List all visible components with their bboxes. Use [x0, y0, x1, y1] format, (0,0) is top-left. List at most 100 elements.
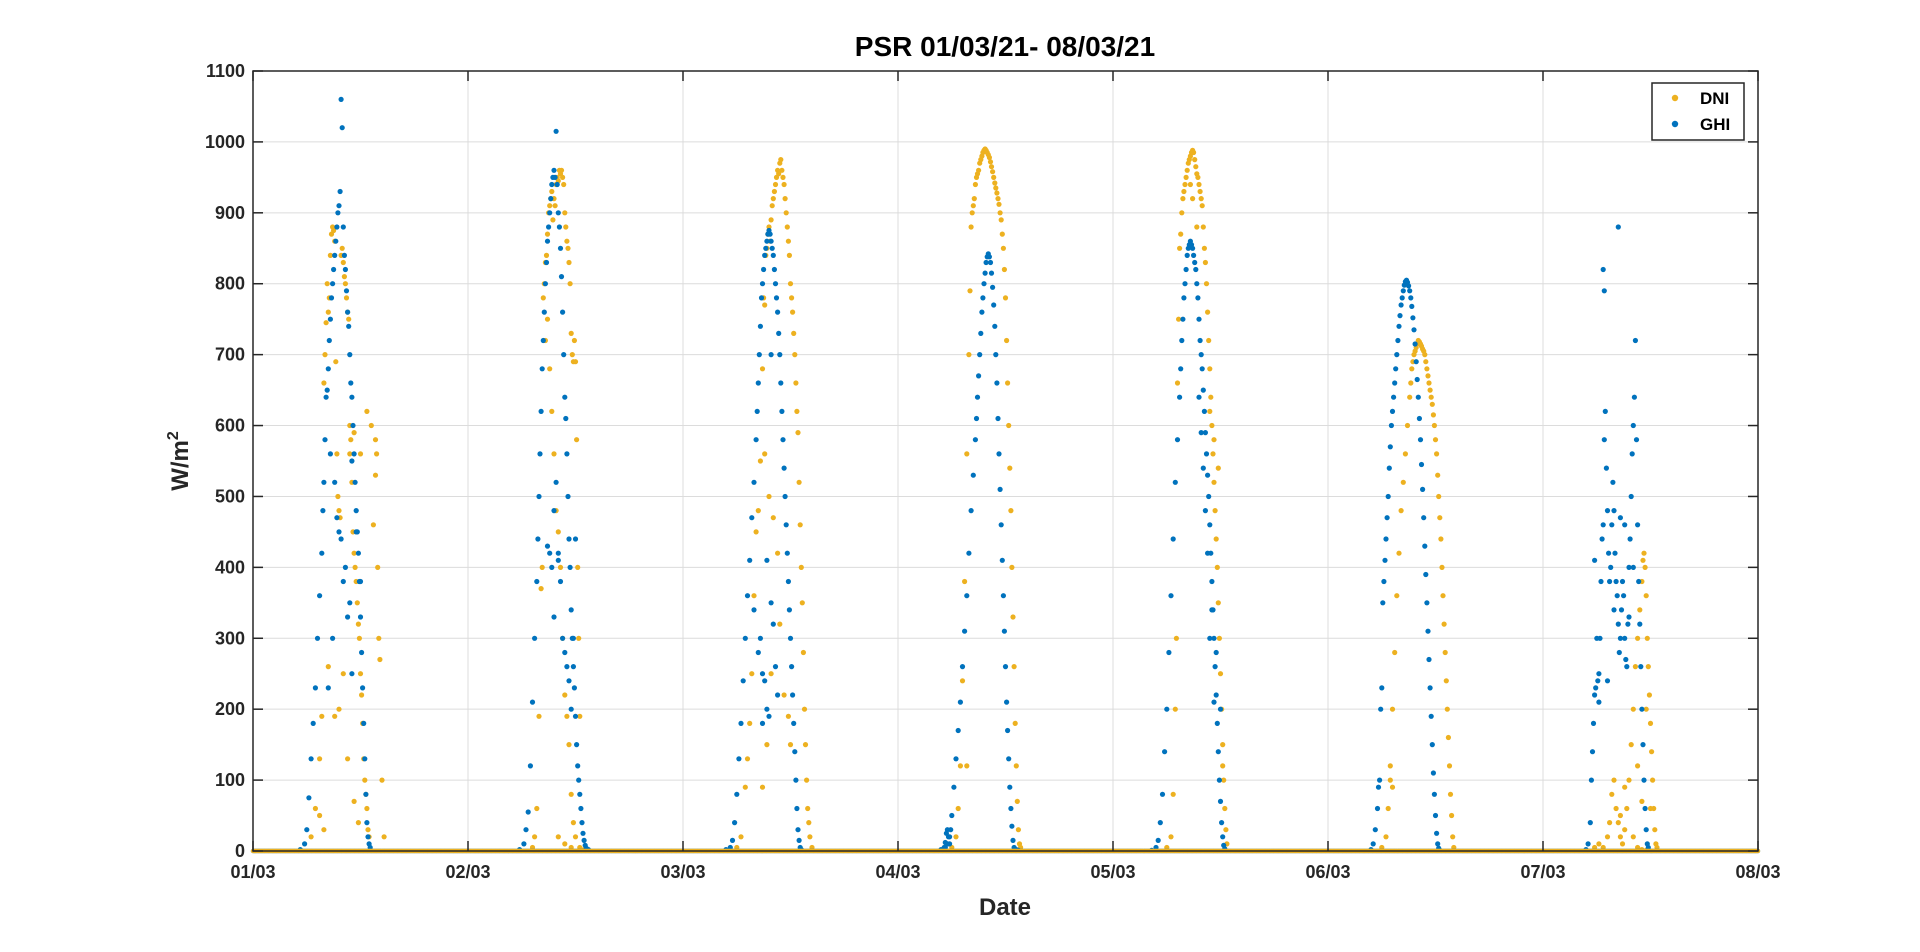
- data-point-ghi-66: [325, 685, 331, 691]
- data-point-ghi-96: [554, 181, 560, 188]
- data-point-ghi-405: [1590, 720, 1597, 727]
- data-point-ghi-177: [778, 380, 784, 386]
- data-point-ghi-146: [736, 756, 742, 762]
- data-point-dni-24: [342, 281, 348, 287]
- data-point-ghi-421: [1608, 564, 1614, 571]
- data-point-ghi-278: [1162, 749, 1168, 755]
- data-point-ghi-86: [543, 259, 550, 266]
- data-point-ghi-135: [566, 678, 572, 684]
- data-point-ghi-383: [1420, 486, 1426, 492]
- data-point-dni-342: [1423, 359, 1429, 365]
- data-point-dni-277: [1192, 157, 1198, 163]
- data-point-ghi-290: [1182, 281, 1188, 287]
- data-point-ghi-57: [336, 529, 342, 535]
- data-point-ghi-179: [780, 437, 786, 443]
- data-point-dni-48: [332, 713, 338, 719]
- data-point-ghi-224: [966, 550, 972, 556]
- data-point-ghi-389: [1426, 656, 1432, 663]
- data-point-ghi-81: [538, 408, 544, 414]
- data-point-ghi-55: [327, 451, 333, 457]
- data-point-ghi-25: [336, 203, 342, 209]
- data-point-dni-162: [781, 181, 787, 188]
- data-point-dni-278: [1193, 164, 1199, 170]
- data-point-ghi-127: [549, 564, 555, 571]
- data-point-ghi-280: [1166, 649, 1172, 656]
- data-point-ghi-416: [1602, 408, 1608, 414]
- data-point-ghi-16: [326, 337, 332, 344]
- data-point-ghi-364: [1399, 295, 1405, 301]
- data-point-ghi-21: [332, 252, 338, 258]
- data-point-dni-345: [1426, 380, 1432, 386]
- data-point-dni-327: [1407, 394, 1413, 400]
- data-point-dni-60: [376, 635, 382, 641]
- y-tick-label-0: 0: [235, 841, 245, 861]
- data-point-ghi-317: [1211, 635, 1217, 641]
- data-point-dni-364: [1446, 763, 1453, 769]
- data-point-dni-175: [795, 430, 801, 436]
- data-point-dni-134: [742, 784, 748, 790]
- data-point-ghi-439: [1627, 536, 1633, 542]
- data-point-ghi-7: [314, 635, 321, 641]
- x-tick-label-4: 05/03: [1090, 862, 1135, 882]
- data-point-ghi-88: [546, 224, 552, 230]
- data-point-dni-263: [1177, 245, 1183, 251]
- data-point-ghi-373: [1409, 303, 1415, 309]
- data-point-ghi-216: [949, 812, 955, 819]
- data-point-dni-166: [785, 238, 792, 244]
- data-point-ghi-299: [1192, 259, 1198, 266]
- data-point-ghi-393: [1430, 770, 1436, 776]
- data-point-ghi-321: [1215, 749, 1221, 755]
- data-point-ghi-351: [1385, 493, 1391, 500]
- data-point-ghi-313: [1207, 522, 1213, 528]
- data-point-dni-289: [1205, 309, 1211, 315]
- data-point-dni-305: [1222, 805, 1228, 812]
- y-tick-label-8: 800: [215, 274, 245, 294]
- data-point-ghi-65: [330, 635, 336, 641]
- data-point-ghi-36: [348, 380, 354, 386]
- data-point-ghi-420: [1607, 578, 1613, 585]
- data-point-ghi-128: [551, 508, 557, 514]
- data-point-dni-200: [953, 834, 959, 840]
- data-point-ghi-115: [575, 763, 581, 769]
- data-point-ghi-329: [1200, 465, 1206, 471]
- data-point-dni-18: [336, 508, 342, 514]
- data-point-ghi-227: [972, 437, 979, 443]
- data-point-ghi-350: [1384, 515, 1390, 521]
- data-point-dni-402: [1652, 827, 1658, 833]
- data-point-ghi-198: [759, 671, 766, 677]
- data-point-dni-256: [1164, 844, 1170, 851]
- data-point-ghi-241: [987, 259, 994, 266]
- x-tick-label-6: 07/03: [1520, 862, 1565, 882]
- data-point-dni-259: [1172, 706, 1178, 712]
- data-point-dni-112: [544, 316, 551, 322]
- data-point-ghi-459: [1600, 266, 1606, 273]
- data-point-ghi-202: [768, 600, 774, 606]
- data-point-dni-205: [964, 451, 970, 457]
- data-point-ghi-52: [365, 834, 371, 840]
- data-point-ghi-113: [572, 713, 579, 719]
- data-point-dni-17: [335, 493, 341, 500]
- data-point-ghi-385: [1422, 543, 1428, 549]
- data-point-ghi-243: [990, 284, 996, 290]
- data-point-ghi-147: [738, 720, 744, 727]
- data-point-ghi-121: [581, 837, 587, 844]
- data-point-ghi-307: [1200, 387, 1206, 393]
- data-point-dni-294: [1210, 451, 1216, 457]
- data-point-ghi-180: [781, 465, 787, 471]
- data-point-ghi-140: [555, 550, 561, 556]
- y-axis-label: W/m2: [165, 431, 194, 491]
- data-point-dni-189: [766, 493, 772, 500]
- data-point-dni-131: [568, 844, 574, 851]
- data-point-ghi-77: [534, 578, 540, 585]
- data-point-dni-185: [806, 820, 812, 826]
- data-point-dni-225: [986, 154, 993, 161]
- data-point-ghi-362: [1397, 313, 1403, 319]
- data-point-ghi-221: [959, 664, 966, 670]
- data-point-ghi-209: [751, 607, 757, 613]
- x-axis-label: Date: [979, 894, 1031, 921]
- data-point-dni-97: [563, 224, 569, 230]
- data-point-dni-4: [321, 380, 327, 386]
- y-tick-label-3: 300: [215, 628, 245, 648]
- data-point-dni-13: [331, 227, 337, 234]
- data-point-dni-276: [1191, 149, 1197, 156]
